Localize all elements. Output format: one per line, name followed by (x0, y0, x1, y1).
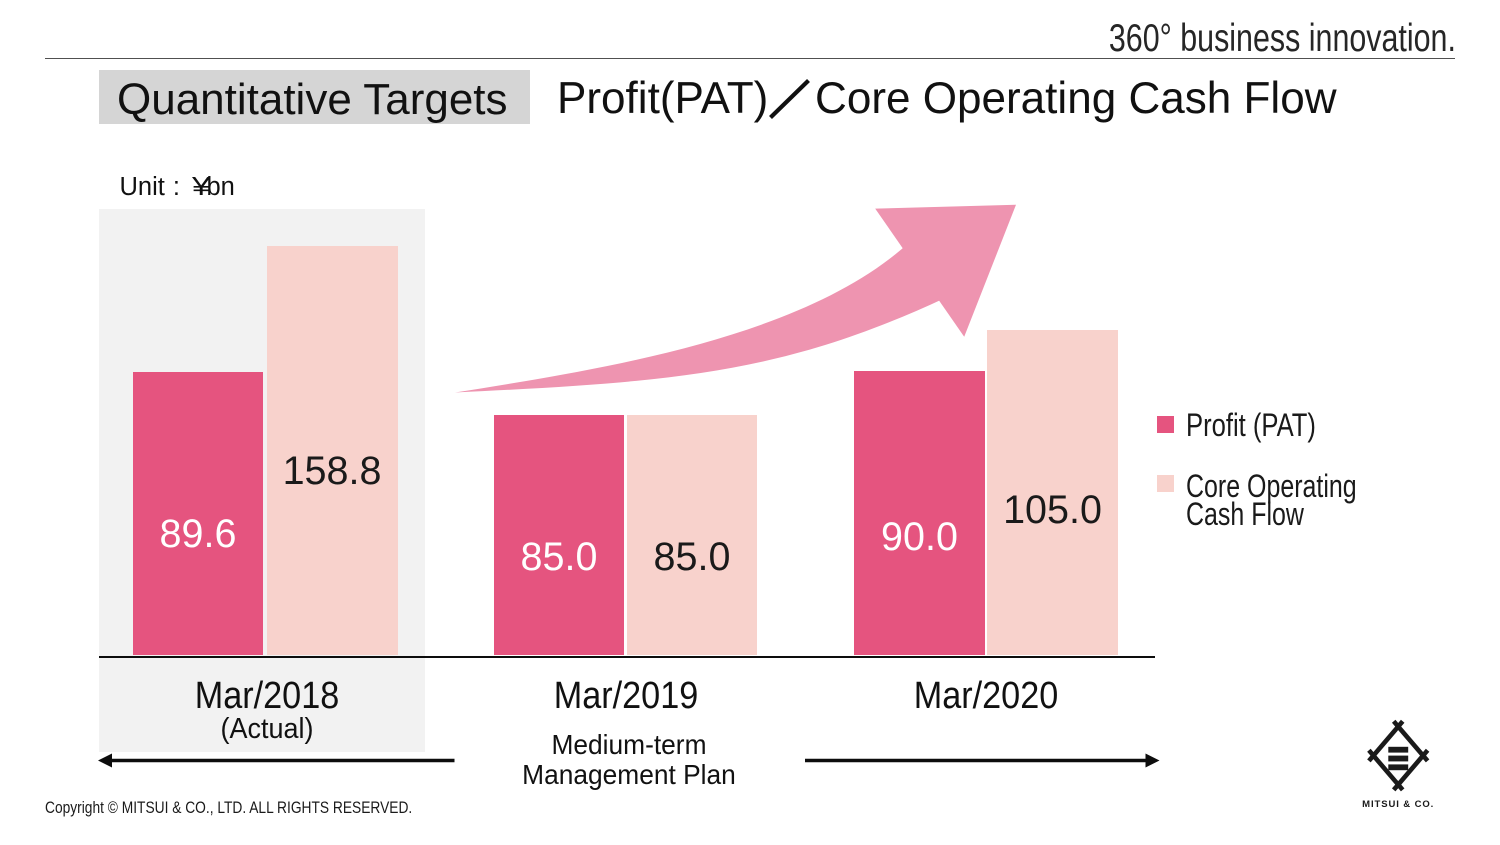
svg-text:MITSUI & CO.: MITSUI & CO. (1362, 799, 1434, 810)
